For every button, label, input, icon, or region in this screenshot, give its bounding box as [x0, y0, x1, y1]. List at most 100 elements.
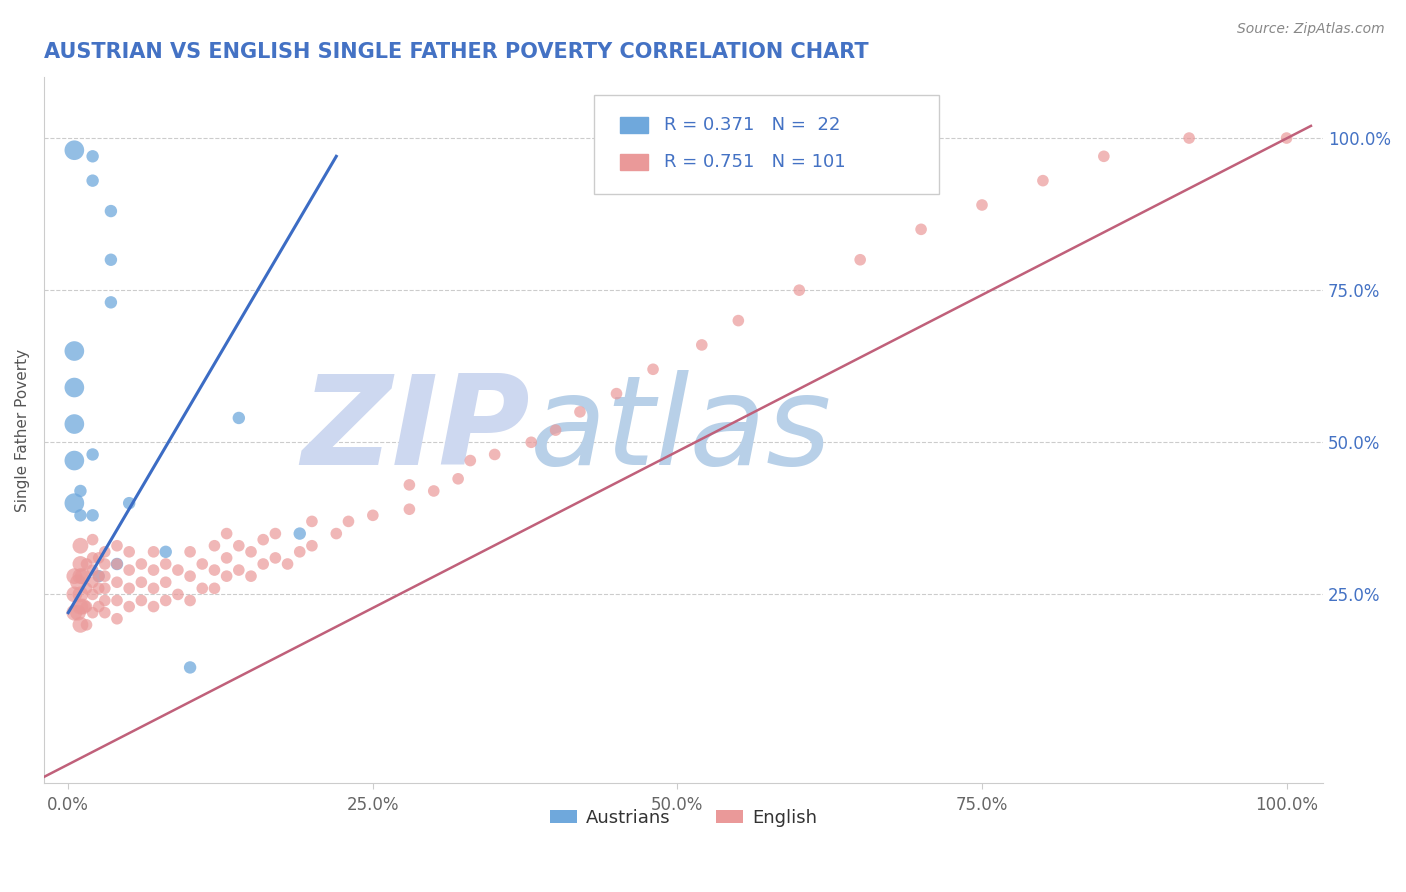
Point	[277, 557, 299, 571]
Point	[118, 563, 141, 577]
Point	[179, 660, 201, 674]
Point	[131, 557, 153, 571]
Point	[228, 539, 250, 553]
Point	[87, 569, 110, 583]
Point	[94, 545, 117, 559]
Point	[105, 557, 128, 571]
Point	[1178, 131, 1201, 145]
FancyBboxPatch shape	[593, 95, 939, 194]
Point	[240, 569, 263, 583]
Point	[690, 338, 713, 352]
Point	[325, 526, 347, 541]
Point	[423, 483, 446, 498]
Point	[69, 539, 91, 553]
Point	[264, 526, 287, 541]
Point	[142, 563, 165, 577]
Bar	[620, 118, 648, 133]
Point	[1032, 174, 1054, 188]
Point	[82, 508, 104, 523]
Point	[76, 582, 98, 596]
Point	[179, 545, 201, 559]
Point	[87, 550, 110, 565]
Point	[118, 599, 141, 614]
Text: Source: ZipAtlas.com: Source: ZipAtlas.com	[1237, 22, 1385, 37]
Point	[76, 617, 98, 632]
Point	[63, 496, 86, 510]
Point	[94, 557, 117, 571]
Point	[118, 545, 141, 559]
Point	[87, 582, 110, 596]
Point	[484, 447, 506, 461]
Point	[63, 453, 86, 467]
Point	[568, 405, 591, 419]
Point	[544, 423, 567, 437]
Point	[167, 563, 190, 577]
Point	[252, 533, 274, 547]
Point	[288, 526, 311, 541]
Point	[204, 539, 226, 553]
Bar	[620, 154, 648, 169]
Point	[215, 526, 238, 541]
Point	[82, 533, 104, 547]
Point	[69, 557, 91, 571]
Point	[215, 569, 238, 583]
Point	[94, 606, 117, 620]
Point	[155, 575, 177, 590]
Point	[69, 569, 91, 583]
Point	[142, 582, 165, 596]
Point	[264, 550, 287, 565]
Point	[155, 545, 177, 559]
Point	[118, 582, 141, 596]
Point	[63, 344, 86, 359]
Point	[100, 295, 122, 310]
Point	[240, 545, 263, 559]
Point	[105, 539, 128, 553]
Point	[105, 593, 128, 607]
Point	[215, 550, 238, 565]
Y-axis label: Single Father Poverty: Single Father Poverty	[15, 349, 30, 512]
Point	[142, 545, 165, 559]
Point	[155, 593, 177, 607]
Point	[727, 313, 749, 327]
Point	[361, 508, 384, 523]
Point	[72, 599, 94, 614]
Text: AUSTRIAN VS ENGLISH SINGLE FATHER POVERTY CORRELATION CHART: AUSTRIAN VS ENGLISH SINGLE FATHER POVERT…	[44, 42, 869, 62]
Point	[1275, 131, 1298, 145]
Point	[398, 478, 420, 492]
Point	[641, 362, 664, 376]
Point	[398, 502, 420, 516]
Point	[301, 515, 323, 529]
Point	[82, 587, 104, 601]
Point	[228, 411, 250, 425]
Point	[82, 447, 104, 461]
Point	[63, 380, 86, 394]
Point	[100, 204, 122, 219]
Point	[910, 222, 932, 236]
Point	[447, 472, 470, 486]
Point	[131, 575, 153, 590]
Point	[87, 569, 110, 583]
Point	[605, 386, 627, 401]
Point	[105, 575, 128, 590]
Point	[1092, 149, 1115, 163]
Point	[179, 569, 201, 583]
Point	[105, 557, 128, 571]
Point	[66, 606, 89, 620]
Point	[849, 252, 872, 267]
Text: R = 0.371   N =  22: R = 0.371 N = 22	[664, 116, 841, 134]
Point	[204, 582, 226, 596]
Point	[155, 557, 177, 571]
Point	[228, 563, 250, 577]
Point	[301, 539, 323, 553]
Point	[82, 149, 104, 163]
Point	[72, 569, 94, 583]
Point	[76, 599, 98, 614]
Point	[118, 496, 141, 510]
Point	[191, 557, 214, 571]
Point	[520, 435, 543, 450]
Point	[252, 557, 274, 571]
Point	[94, 593, 117, 607]
Point	[167, 587, 190, 601]
Point	[76, 557, 98, 571]
Point	[82, 550, 104, 565]
